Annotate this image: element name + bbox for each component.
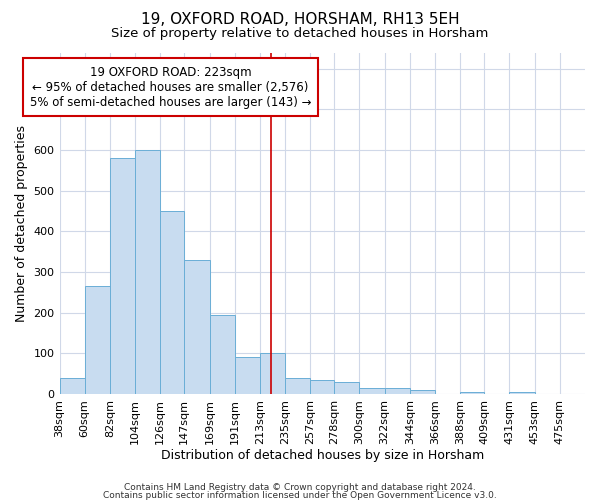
Bar xyxy=(285,378,310,394)
Bar xyxy=(85,286,110,394)
Text: Contains public sector information licensed under the Open Government Licence v3: Contains public sector information licen… xyxy=(103,491,497,500)
Bar xyxy=(160,211,184,394)
Bar xyxy=(235,358,260,394)
Bar xyxy=(110,158,135,394)
Bar xyxy=(334,382,359,394)
Bar xyxy=(509,392,535,394)
Text: 19, OXFORD ROAD, HORSHAM, RH13 5EH: 19, OXFORD ROAD, HORSHAM, RH13 5EH xyxy=(140,12,460,28)
Bar xyxy=(209,314,235,394)
Bar xyxy=(310,380,334,394)
Bar xyxy=(135,150,160,394)
Bar xyxy=(410,390,435,394)
Text: Size of property relative to detached houses in Horsham: Size of property relative to detached ho… xyxy=(112,28,488,40)
X-axis label: Distribution of detached houses by size in Horsham: Distribution of detached houses by size … xyxy=(161,450,484,462)
Bar xyxy=(460,392,484,394)
Bar xyxy=(59,378,85,394)
Text: Contains HM Land Registry data © Crown copyright and database right 2024.: Contains HM Land Registry data © Crown c… xyxy=(124,484,476,492)
Bar xyxy=(184,260,209,394)
Y-axis label: Number of detached properties: Number of detached properties xyxy=(15,124,28,322)
Text: 19 OXFORD ROAD: 223sqm
← 95% of detached houses are smaller (2,576)
5% of semi-d: 19 OXFORD ROAD: 223sqm ← 95% of detached… xyxy=(30,66,311,108)
Bar xyxy=(385,388,410,394)
Bar xyxy=(260,354,285,394)
Bar xyxy=(359,388,385,394)
